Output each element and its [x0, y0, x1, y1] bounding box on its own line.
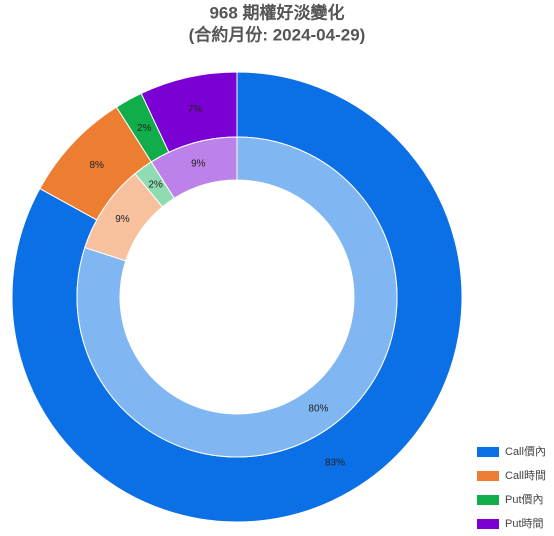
data-label: 2%: [137, 123, 152, 134]
legend-label: Call時間: [505, 469, 546, 482]
data-label: 8%: [89, 160, 104, 171]
data-label: 7%: [188, 104, 203, 115]
legend-label: Call價內: [505, 444, 546, 458]
data-label: 83%: [325, 457, 345, 468]
data-label: 2%: [148, 180, 163, 191]
legend-swatch: [477, 471, 499, 481]
donut-slice: [150, 136, 238, 199]
chart-title: 968 期權好淡變化: [209, 2, 344, 22]
chart-subtitle: (合約月份: 2024-04-29): [189, 24, 366, 44]
legend-label: Put時間: [505, 517, 544, 530]
data-label: 9%: [115, 214, 130, 225]
donut-slice: [76, 136, 398, 458]
data-label: 80%: [308, 404, 328, 415]
legend-swatch: [477, 495, 499, 505]
legend-swatch: [477, 447, 499, 457]
legend-swatch: [477, 519, 499, 529]
legend-label: Put價內: [505, 492, 544, 506]
data-label: 9%: [191, 159, 206, 170]
